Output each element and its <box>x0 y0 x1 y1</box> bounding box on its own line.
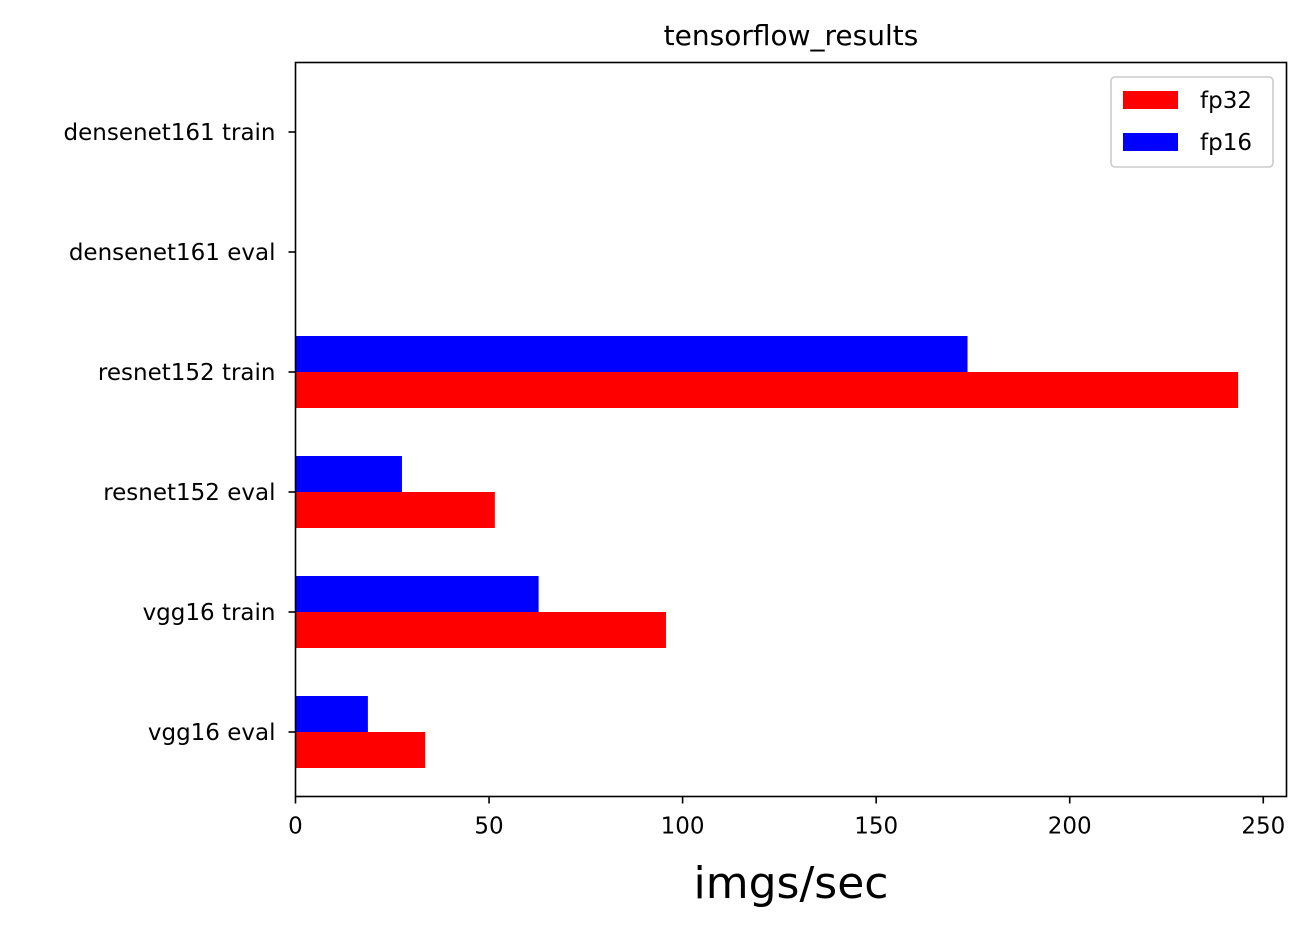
y-tick-label: resnet152 train <box>98 360 276 386</box>
legend-swatch-fp16 <box>1123 133 1178 151</box>
y-tick-label: vgg16 train <box>143 600 276 626</box>
x-axis-label: imgs/sec <box>694 858 889 909</box>
bar-fp32-3 <box>295 372 1239 408</box>
x-axis-ticks: 0 50 100 150 200 250 <box>288 796 1285 840</box>
plot-frame <box>294 61 1288 798</box>
x-tick-label: 200 <box>1048 814 1092 840</box>
bar-fp32-1 <box>295 612 666 648</box>
chart-title: tensorflow_results <box>664 19 919 52</box>
x-tick-label: 250 <box>1241 814 1285 840</box>
x-tick-label: 150 <box>854 814 898 840</box>
x-tick-label: 50 <box>474 814 503 840</box>
bar-fp16-0 <box>295 696 368 732</box>
y-tick-label: densenet161 eval <box>69 240 276 266</box>
bar-fp32-0 <box>295 732 426 768</box>
legend: fp32 fp16 <box>1110 76 1274 168</box>
legend-label-fp16: fp16 <box>1200 130 1252 156</box>
x-tick-label: 100 <box>661 814 705 840</box>
legend-label-fp32: fp32 <box>1200 88 1252 114</box>
y-axis-ticks: vgg16 eval vgg16 train resnet152 eval resne… <box>64 120 296 746</box>
y-tick-label: resnet152 eval <box>103 480 275 506</box>
bar-fp16-2 <box>295 456 402 492</box>
y-tick-label: vgg16 eval <box>148 720 276 746</box>
bar-fp16-3 <box>295 336 968 372</box>
bar-fp16-1 <box>295 576 539 612</box>
bar-fp32-2 <box>295 492 495 528</box>
y-tick-label: densenet161 train <box>64 120 276 146</box>
legend-swatch-fp32 <box>1123 91 1178 109</box>
x-tick-label: 0 <box>288 814 303 840</box>
bars-group <box>295 336 1239 768</box>
